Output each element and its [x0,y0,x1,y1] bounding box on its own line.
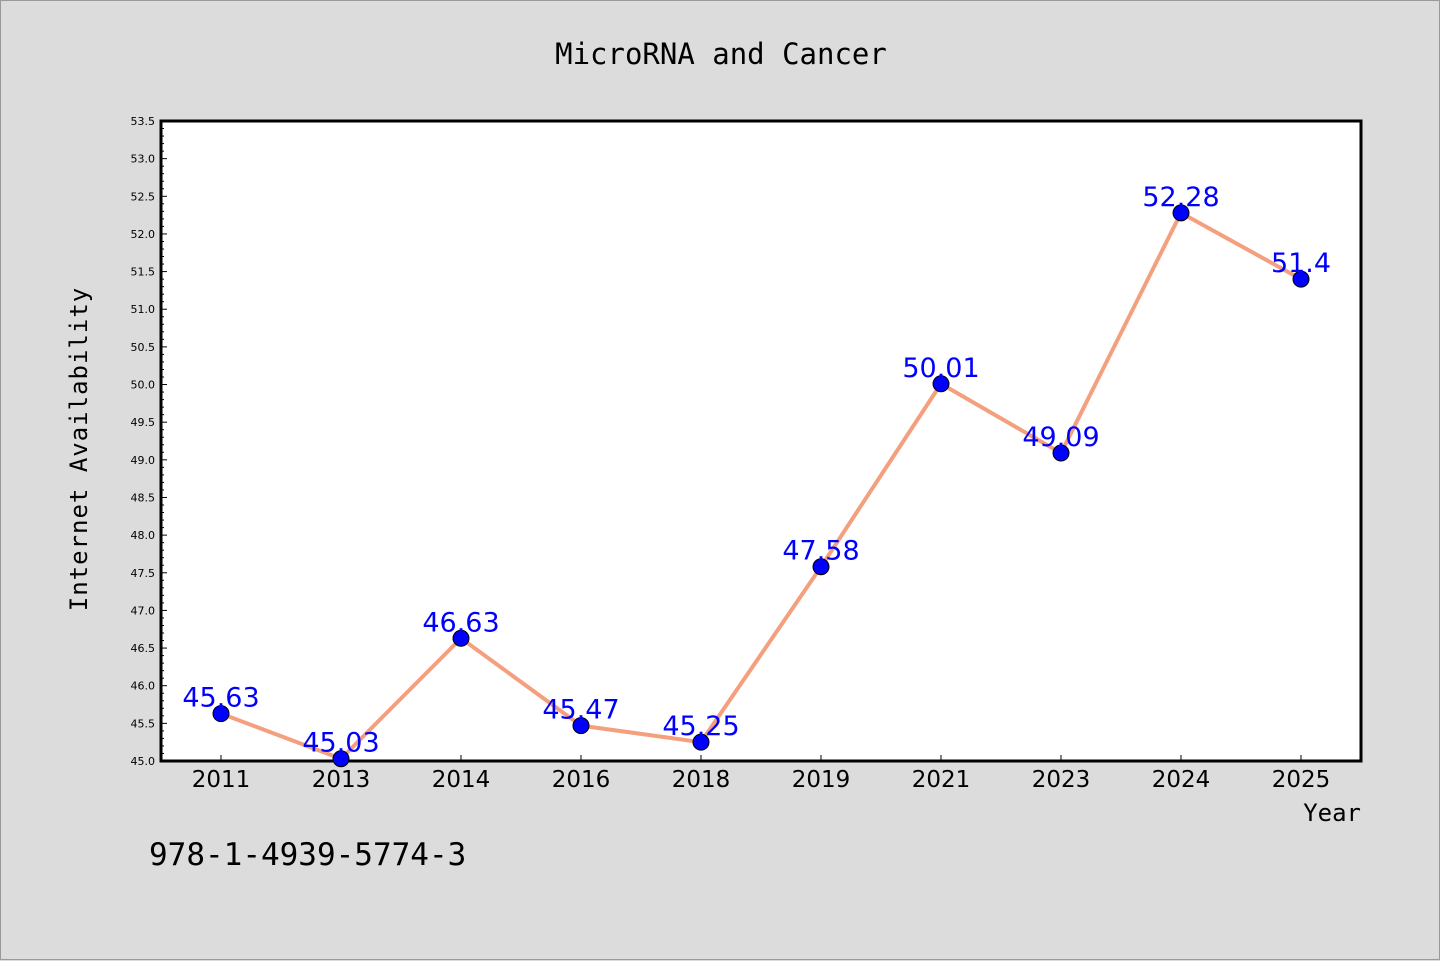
y-tick-label: 46.5 [131,642,156,655]
y-tick-label: 48.0 [131,529,156,542]
data-label: 52.28 [1142,182,1219,213]
x-tick-label: 2016 [552,767,611,793]
isbn-annotation: 978-1-4939-5774-3 [149,837,466,873]
data-point-marker [692,733,710,751]
x-tick-label: 2011 [192,767,251,793]
y-tick-label: 52.0 [131,228,156,241]
x-tick-label: 2018 [672,767,731,793]
x-axis-label: Year [1303,799,1361,827]
y-axis-label: Internet Availability [65,287,93,611]
chart-title: MicroRNA and Cancer [555,37,887,71]
data-label: 45.63 [182,683,259,714]
data-point-marker [1172,204,1190,222]
y-tick-label: 46.0 [131,680,156,693]
data-point-marker [332,750,350,768]
x-tick-label: 2013 [312,767,371,793]
y-tick-label: 45.0 [131,755,156,768]
y-tick-label: 47.0 [131,604,156,617]
data-point-marker [572,717,590,735]
data-label: 50.01 [902,353,979,384]
y-tick-label: 53.5 [131,115,156,128]
y-tick-label: 47.5 [131,567,156,580]
y-tick-label: 49.5 [131,416,156,429]
x-tick-label: 2014 [432,767,491,793]
data-label: 46.63 [422,607,499,638]
data-label: 49.09 [1022,422,1099,453]
data-point-marker [212,705,230,723]
data-label: 51.4 [1271,248,1331,279]
x-tick-label: 2019 [792,767,851,793]
y-tick-label: 52.5 [131,190,156,203]
y-tick-label: 48.5 [131,491,156,504]
series-line [219,210,1303,761]
y-tick-label: 50.5 [131,341,156,354]
y-tick-label: 51.0 [131,303,156,316]
data-label: 45.03 [302,728,379,759]
data-point-marker [812,558,830,576]
y-tick-label: 53.0 [131,153,156,166]
data-point-marker [1292,270,1310,288]
data-point-marker [1052,444,1070,462]
data-label: 45.25 [662,711,739,742]
x-axis: 2011 2013 2014 2016 2018 2019 2021 2023 2024 2025 [192,755,1331,793]
x-tick-label: 2023 [1032,767,1091,793]
data-point-marker [932,375,950,393]
y-tick-label: 49.0 [131,454,156,467]
markers-group [212,204,1310,768]
data-labels-group: 45.63 45.03 46.63 45.47 45.25 47.58 50.01 49.09… [182,182,1331,759]
x-tick-label: 2021 [912,767,971,793]
data-label: 47.58 [782,536,859,567]
x-tick-label: 2025 [1272,767,1331,793]
y-tick-label: 45.5 [131,717,156,730]
y-tick-label: 50.0 [131,379,156,392]
data-point-marker [452,629,470,647]
x-tick-label: 2024 [1152,767,1211,793]
y-tick-label: 51.5 [131,266,156,279]
data-label: 45.47 [542,695,619,726]
y-axis: 45.0 45.5 46.0 46.5 47.0 47.5 48.0 48.5 49.0 49.5… [131,115,167,768]
series-line-group [219,210,1303,761]
